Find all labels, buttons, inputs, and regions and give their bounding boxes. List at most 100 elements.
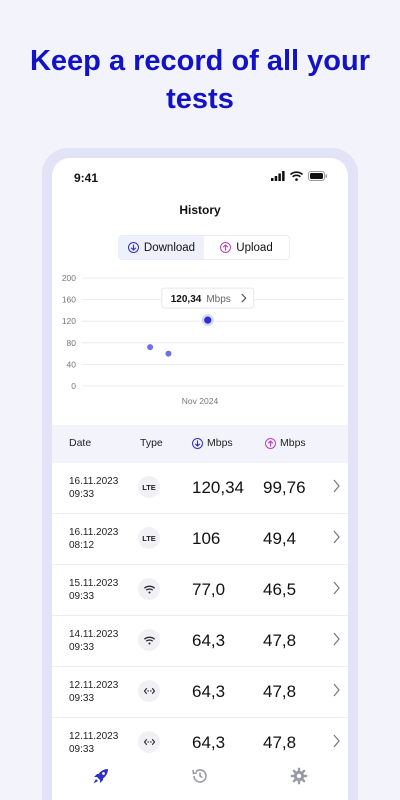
headline: Keep a record of all your tests	[29, 45, 371, 115]
row-date: 16.11.2023	[69, 476, 119, 487]
nav-history[interactable]	[180, 761, 220, 791]
lte-label: LTE	[142, 533, 156, 543]
chevron-right-icon	[241, 293, 247, 303]
upload-value: 49,4	[263, 529, 297, 548]
download-value: 106	[192, 529, 221, 548]
row-time: 09:33	[69, 642, 95, 653]
connection-type-badge	[138, 731, 160, 753]
row-datetime: 12.11.2023 09:33	[69, 730, 118, 756]
row-time: 09:33	[69, 489, 95, 500]
download-value: 64,3	[192, 733, 226, 752]
row-datetime: 16.11.2023 09:33	[69, 475, 118, 501]
history-chart: 200 160 120 80 40 0 Nov 2024 120,34 Mbps	[62, 273, 344, 406]
wifi-icon	[143, 636, 155, 645]
wifi-icon	[143, 585, 155, 594]
tab-download[interactable]: Download	[119, 236, 204, 259]
tab-upload[interactable]: Upload	[204, 236, 289, 259]
table-header: Date Type Mbps Mbps	[52, 425, 348, 463]
gear-icon	[290, 767, 308, 785]
row-date: 12.11.2023	[69, 680, 119, 691]
bottom-nav	[52, 756, 348, 796]
tooltip-text: 120,34 Mbps	[171, 294, 231, 305]
history-icon	[192, 769, 207, 783]
chevron-right-icon	[333, 734, 340, 748]
row-date: 16.11.2023	[69, 527, 119, 538]
header-upload: Mbps	[265, 437, 306, 449]
x-axis-label: Nov 2024	[182, 396, 219, 406]
row-date: 15.11.2023	[69, 578, 119, 589]
nav-speedtest[interactable]	[81, 761, 121, 791]
row-date: 14.11.2023	[69, 629, 119, 640]
header-date: Date	[69, 437, 92, 449]
ethernet-icon	[143, 738, 155, 746]
upload-value: 46,5	[263, 580, 297, 599]
table-row[interactable]: 12.11.2023 09:33 64,3 47,8	[52, 667, 348, 718]
chevron-right-icon	[333, 683, 340, 697]
y-tick-label: 40	[67, 359, 77, 369]
data-point[interactable]	[204, 316, 212, 324]
header-download-label: Mbps	[207, 437, 233, 449]
y-tick-label: 120	[62, 316, 76, 326]
arrow-down-circle-icon	[192, 437, 203, 449]
row-datetime: 12.11.2023 09:33	[69, 679, 118, 705]
download-value: 77,0	[192, 580, 226, 599]
row-datetime: 16.11.2023 08:12	[69, 526, 118, 552]
row-date: 12.11.2023	[69, 731, 119, 742]
download-value: 120,34	[192, 478, 244, 497]
tooltip-unit: Mbps	[206, 294, 230, 305]
screen-title: History	[179, 203, 221, 217]
y-tick-label: 0	[71, 381, 76, 391]
chevron-right-icon	[333, 479, 340, 493]
download-value: 64,3	[192, 682, 226, 701]
header-type: Type	[140, 437, 163, 449]
connection-type-badge: LTE	[138, 476, 160, 498]
app-screen: 9:41 History Download	[52, 158, 348, 800]
y-tick-label: 160	[62, 295, 76, 305]
nav-settings[interactable]	[279, 761, 319, 791]
y-tick-label: 200	[62, 273, 76, 283]
y-tick-label: 80	[67, 338, 77, 348]
cellular-signal-icon	[271, 171, 285, 181]
row-datetime: 15.11.2023 09:33	[69, 577, 118, 603]
arrow-down-circle-icon	[127, 242, 139, 253]
table-row[interactable]: 16.11.2023 09:33 LTE 120,34 99,76	[52, 463, 348, 514]
chevron-right-icon	[333, 581, 340, 595]
row-datetime: 14.11.2023 09:33	[69, 628, 118, 654]
upload-value: 47,8	[263, 733, 297, 752]
tooltip-value: 120,34	[171, 294, 202, 305]
connection-type-badge	[138, 578, 160, 600]
row-time: 09:33	[69, 744, 95, 755]
upload-value: 99,76	[263, 478, 306, 497]
header-download: Mbps	[192, 437, 233, 449]
ethernet-icon	[143, 687, 155, 695]
chevron-right-icon	[333, 632, 340, 646]
tab-upload-label: Upload	[236, 241, 273, 254]
results-list: 16.11.2023 09:33 LTE 120,34 99,76 16.11.2023 0…	[52, 463, 348, 769]
row-time: 08:12	[69, 540, 95, 551]
table-row[interactable]: 14.11.2023 09:33 64,3 47,8	[52, 616, 348, 667]
chevron-right-icon	[333, 530, 340, 544]
data-point[interactable]	[165, 350, 172, 357]
download-value: 64,3	[192, 631, 226, 650]
chart-tooltip[interactable]: 120,34 Mbps	[161, 287, 255, 309]
wifi-status-icon	[290, 171, 303, 181]
status-time: 9:41	[74, 171, 99, 185]
battery-icon	[308, 171, 328, 181]
connection-type-badge	[138, 629, 160, 651]
table-row[interactable]: 15.11.2023 09:33 77,0 46,5	[52, 565, 348, 616]
arrow-up-circle-icon	[220, 242, 232, 253]
status-bar: 9:41	[52, 158, 348, 198]
lte-label: LTE	[142, 482, 156, 492]
connection-type-badge: LTE	[138, 527, 160, 549]
upload-value: 47,8	[263, 631, 297, 650]
tooltip-background	[161, 287, 255, 309]
arrow-up-circle-icon	[265, 437, 276, 449]
header-upload-label: Mbps	[280, 437, 306, 449]
status-icons	[271, 171, 328, 181]
row-time: 09:33	[69, 591, 95, 602]
upload-value: 47,8	[263, 682, 297, 701]
tab-download-label: Download	[143, 241, 196, 254]
table-row[interactable]: 16.11.2023 08:12 LTE 106 49,4	[52, 514, 348, 565]
data-point[interactable]	[147, 344, 154, 351]
rocket-icon	[93, 769, 109, 784]
